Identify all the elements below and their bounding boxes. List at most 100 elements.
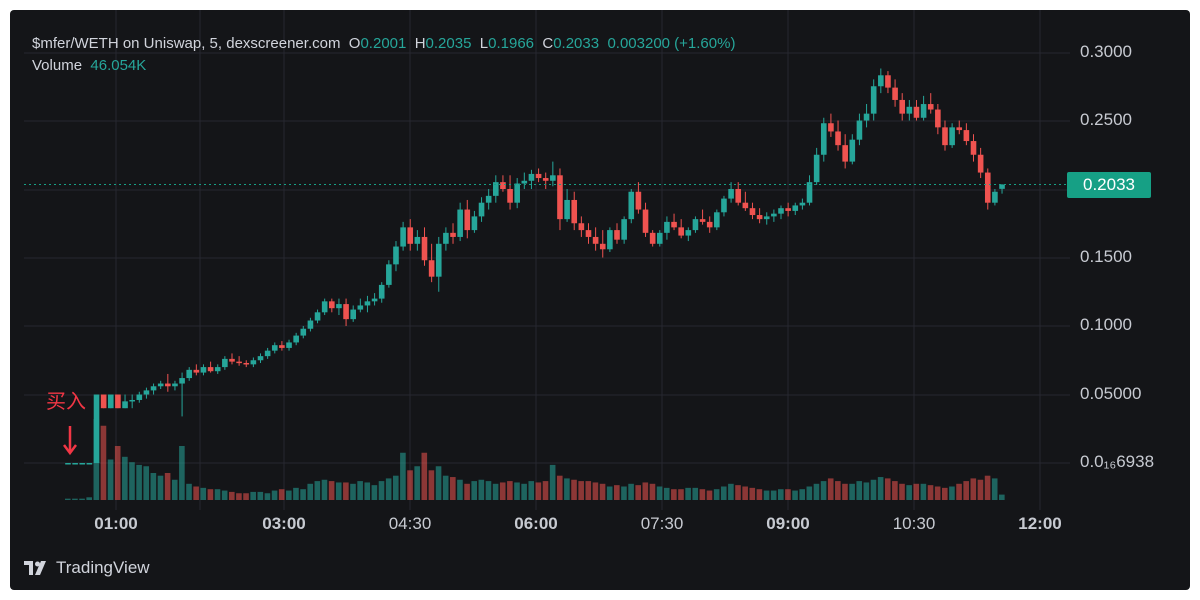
- symbol-legend: $mfer/WETH on Uniswap, 5, dexscreener.co…: [32, 35, 735, 52]
- volume-bar: [884, 478, 891, 500]
- candle-body: [949, 127, 955, 146]
- candle-body: [450, 232, 456, 237]
- candle-body: [749, 208, 756, 216]
- volume-bar: [685, 487, 691, 500]
- volume-bar: [728, 483, 734, 500]
- candle-body: [542, 178, 549, 181]
- candle-body: [314, 312, 321, 321]
- down-arrow-icon: [63, 426, 77, 456]
- candle-body: [550, 175, 556, 181]
- volume-bar: [642, 482, 649, 500]
- candle-body: [699, 219, 706, 222]
- volume-bar: [129, 462, 135, 500]
- volume-bar: [228, 491, 235, 500]
- candle-body: [214, 367, 221, 372]
- candle-body: [200, 367, 207, 373]
- candle-body: [307, 320, 314, 329]
- volume-bar: [193, 486, 199, 500]
- volume-bar: [806, 486, 813, 500]
- volume-bar: [328, 481, 335, 500]
- change-value: 0.003200 (+1.60%): [607, 35, 736, 52]
- volume-bar: [585, 481, 592, 500]
- candle-body: [528, 173, 535, 181]
- candle-body: [478, 202, 485, 217]
- price-candles: [65, 68, 1005, 465]
- candle-body: [143, 390, 150, 395]
- volume-bar: [606, 486, 613, 500]
- volume-bar: [535, 482, 542, 500]
- volume-bar: [870, 479, 877, 500]
- volume-value: 46.054K: [90, 57, 147, 74]
- volume-bars: [65, 419, 1005, 500]
- volume-bar: [863, 482, 870, 500]
- volume-bar: [892, 481, 898, 500]
- candle-body: [856, 120, 863, 140]
- volume-bar: [100, 425, 107, 500]
- volume-bar: [514, 482, 520, 500]
- volume-bar: [713, 489, 720, 500]
- candle-body: [443, 232, 449, 244]
- open-label: O: [348, 35, 361, 52]
- candle-body: [935, 109, 941, 128]
- candle-body: [400, 227, 406, 247]
- candle-body: [557, 175, 563, 220]
- candle-body: [785, 208, 791, 211]
- candle-body: [635, 191, 642, 210]
- candle-body: [678, 227, 684, 236]
- candle-body: [799, 202, 806, 206]
- candle-body: [264, 350, 271, 357]
- volume-bar: [949, 486, 955, 500]
- volume-bar: [485, 481, 492, 500]
- candle-body: [271, 345, 278, 351]
- volume-bar: [157, 475, 164, 500]
- volume-bar: [457, 479, 463, 500]
- tradingview-brand[interactable]: TradingView: [24, 558, 150, 578]
- volume-bar: [200, 487, 207, 500]
- candle-body: [115, 394, 121, 409]
- volume-bar: [136, 464, 142, 500]
- volume-bar: [778, 489, 784, 500]
- volume-bar: [307, 483, 314, 500]
- volume-bar: [293, 487, 299, 500]
- candle-body: [378, 284, 385, 299]
- volume-bar: [236, 493, 242, 500]
- y-tick-label: 0.1500: [1080, 247, 1132, 266]
- volume-bar: [385, 478, 392, 500]
- volume-bar: [521, 483, 527, 500]
- tradingview-logo-icon: [24, 561, 46, 575]
- volume-bar: [749, 487, 756, 500]
- candle-body: [336, 304, 342, 309]
- candle-body: [756, 215, 763, 220]
- volume-bar: [578, 481, 584, 500]
- candle-body: [207, 367, 214, 372]
- volume-bar: [435, 466, 442, 500]
- candle-body: [364, 301, 371, 306]
- volume-bar: [571, 479, 577, 500]
- chart-panel[interactable]: $mfer/WETH on Uniswap, 5, dexscreener.co…: [10, 10, 1190, 590]
- volume-bar: [350, 483, 356, 500]
- brand-name: TradingView: [56, 558, 150, 577]
- low-value: 0.1966: [488, 35, 535, 52]
- candle-body: [428, 260, 435, 277]
- volume-bar: [835, 481, 841, 500]
- volume-bar: [286, 490, 292, 500]
- candle-body: [514, 183, 520, 203]
- volume-bar: [257, 491, 264, 500]
- volume-bar: [678, 489, 684, 500]
- candle-body: [393, 246, 399, 265]
- candle-body: [464, 209, 471, 231]
- candlestick-chart[interactable]: [10, 10, 1190, 590]
- candle-body: [343, 304, 349, 320]
- candle-body: [714, 212, 720, 228]
- volume-bar: [799, 489, 805, 500]
- volume-bar: [442, 475, 449, 500]
- candle-body: [300, 328, 307, 336]
- candle-body: [193, 369, 200, 373]
- volume-bar: [264, 493, 271, 500]
- x-tick-label: 06:00: [514, 514, 558, 533]
- low-label: L: [479, 35, 489, 52]
- volume-bar: [79, 498, 85, 500]
- candle-body: [493, 182, 499, 196]
- volume-bar: [770, 490, 777, 500]
- volume-bar: [984, 475, 991, 500]
